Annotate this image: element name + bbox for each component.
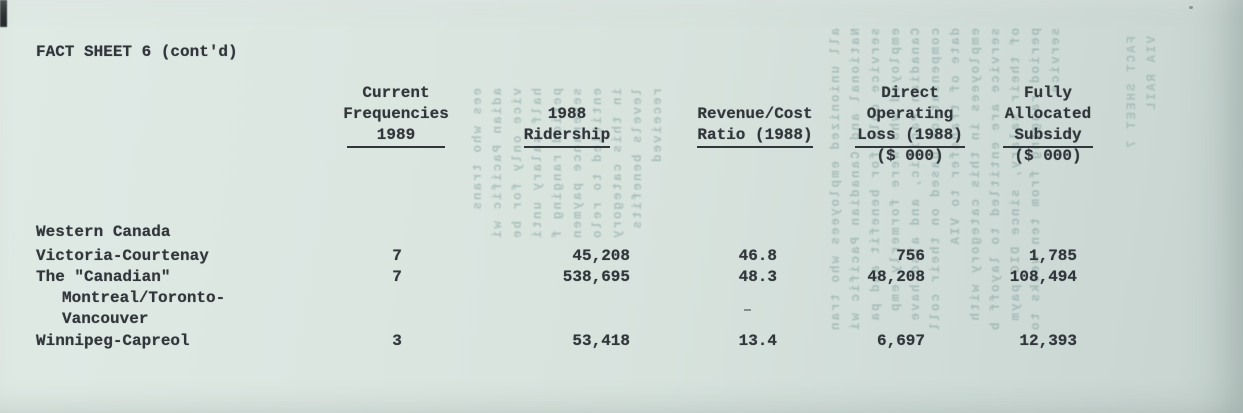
header-line: Allocated [1004,105,1092,123]
route-name-continuation: Vancouver [62,310,149,328]
scan-edge-artifact [0,0,7,27]
header-line: Fully [1023,84,1072,102]
ratio-value: 13.4 [738,332,777,350]
column-header-direct-operating-loss: Direct Operating Loss (1988) ($ 000) [848,83,972,167]
operating-loss-value: 48,208 [867,268,925,286]
subsidy-value: 12,393 [1019,332,1077,350]
ratio-value: 46.8 [738,247,777,265]
header-underlined-label: Ratio (1988) [697,125,813,148]
route-name: The "Canadian" [36,268,171,286]
route-name: Victoria-Courtenay [36,247,209,265]
header-units-label: ($ 000) [1014,147,1082,165]
column-header-fully-allocated-subsidy: Fully Allocated Subsidy ($ 000) [986,83,1110,167]
subsidy-value: 108,494 [1009,268,1077,286]
frequency-value: 3 [392,332,402,350]
page-title: FACT SHEET 6 (cont'd) [36,43,238,61]
column-header-ridership: 1988 Ridership [505,104,629,148]
column-header-frequencies: Current Frequencies 1989 [334,83,458,148]
header-line: 1988 [547,105,587,123]
header-line: Ratio (1988) [693,125,817,148]
operating-loss-value: 6,697 [876,332,925,350]
bleedthrough-text: FACT SHEET 7 VIA RAIL [1125,36,1159,151]
header-underlined-label: Loss (1988) [855,125,965,148]
ridership-value: 538,695 [562,268,630,286]
ridership-value: 45,208 [572,247,630,265]
operating-loss-value: 756 [896,247,925,265]
scan-speck-artifact [1189,6,1193,9]
section-header-western-canada: Western Canada [36,223,171,241]
header-line: Revenue/Cost [697,105,813,123]
header-line: Current [362,84,430,102]
header-line: 1989 [334,125,458,148]
header-units-label: ($ 000) [876,147,944,165]
frequency-value: 7 [392,247,402,265]
header-line: Ridership [505,125,629,148]
header-underlined-label: Subsidy [1003,125,1093,148]
header-line: Direct [881,84,939,102]
header-underlined-label: Ridership [523,125,611,148]
header-line: Frequencies [343,105,449,123]
route-name: Winnipeg-Capreol [36,332,190,350]
frequency-value: 7 [392,268,402,286]
header-line: Loss (1988) [848,125,972,148]
column-header-revenue-cost-ratio: Revenue/Cost Ratio (1988) [693,104,817,148]
header-underlined-label: 1989 [346,125,446,148]
ratio-value: 48.3 [738,268,777,286]
route-name-continuation: Montreal/Toronto- [62,289,226,307]
subsidy-value: 1,785 [1028,247,1077,265]
stray-typewriter-mark [744,309,751,311]
ridership-value: 53,418 [572,332,630,350]
header-line: Operating [866,105,954,123]
header-line: Subsidy [986,125,1110,148]
